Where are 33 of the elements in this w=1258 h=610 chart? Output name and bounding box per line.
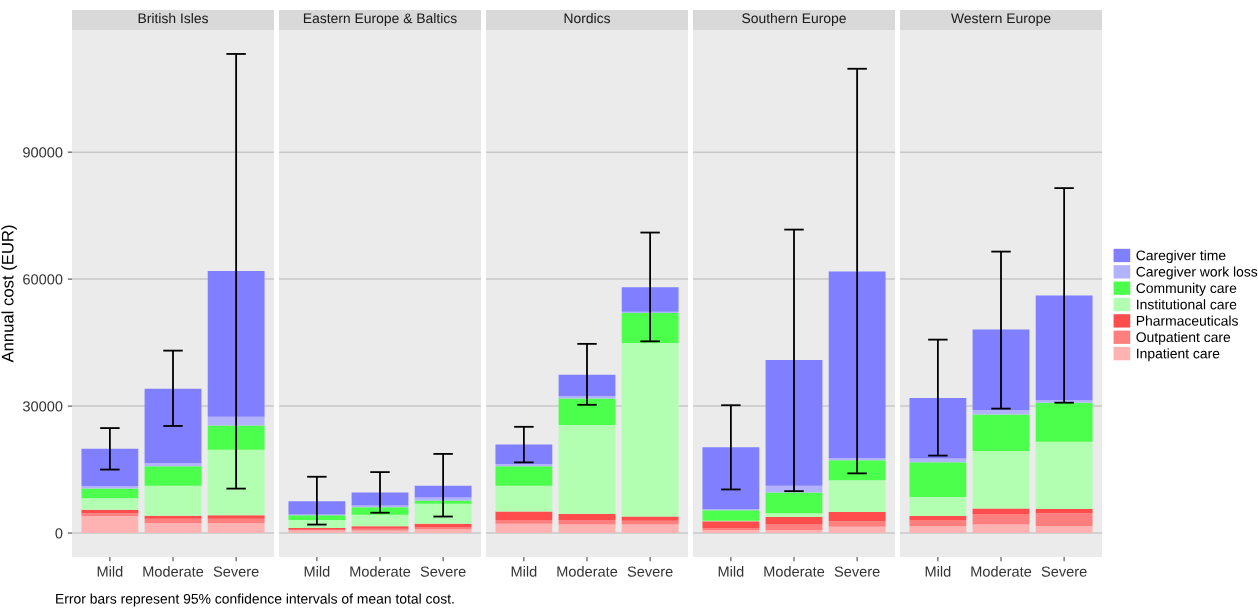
chart-title: Western Europe: [951, 13, 1051, 26]
y-tick-label: 60000: [23, 274, 63, 285]
y-tick-label: 30000: [22, 401, 63, 412]
y-tick-label: 90000: [23, 147, 63, 158]
x-tick-label: Mild: [925, 566, 951, 577]
chart-title: Eastern Europe & Baltics: [303, 12, 457, 26]
chart-title: Nordics: [564, 12, 611, 24]
x-tick-label: Severe: [1041, 566, 1087, 577]
y-tick-label: 0: [55, 528, 63, 539]
chart-title: British Isles: [138, 12, 208, 24]
y-axis-title: Annual cost (EUR): [1, 225, 17, 363]
x-tick-label: Moderate: [350, 566, 411, 577]
legend-label: Caregiver time: [1136, 250, 1226, 264]
x-tick-label: Moderate: [557, 566, 618, 577]
x-tick-label: Mild: [304, 566, 330, 577]
legend-label: Caregiver work loss: [1136, 266, 1258, 280]
text: Error bars represent 95% confidence intervals of mean total cost.: [56, 593, 454, 607]
legend-label: Inpatient care: [1137, 348, 1220, 362]
chart-title: Southern Europe: [742, 12, 846, 26]
x-tick-label: Moderate: [143, 566, 204, 577]
legend-label: Community care: [1136, 282, 1237, 296]
legend-label: Outpatient care: [1136, 331, 1231, 345]
x-tick-label: Mild: [97, 566, 123, 577]
x-tick-label: Mild: [511, 566, 537, 577]
x-tick-label: Severe: [834, 566, 880, 577]
x-tick-label: Mild: [718, 566, 744, 577]
x-tick-label: Moderate: [764, 566, 825, 577]
x-tick-label: Severe: [213, 566, 259, 577]
x-tick-label: Severe: [627, 566, 673, 577]
x-tick-label: Severe: [420, 566, 466, 577]
legend-label: Institutional care: [1137, 299, 1237, 310]
legend-label: Pharmaceuticals: [1136, 315, 1238, 326]
x-tick-label: Moderate: [971, 566, 1032, 577]
